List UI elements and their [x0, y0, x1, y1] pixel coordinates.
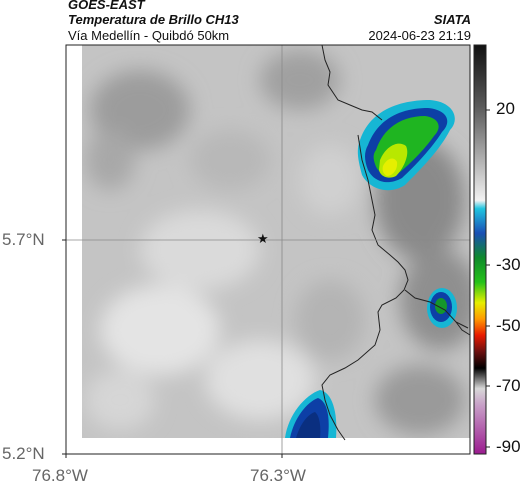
colorbar	[473, 44, 490, 455]
colorbar-tick-minus50: -50	[496, 316, 521, 335]
datetime-label: 2024-06-23 21:19	[368, 28, 471, 43]
border-lines	[321, 44, 471, 441]
lat-label-5-7: 5.7°N	[2, 230, 45, 249]
colorbar-tick-20: 20	[496, 99, 515, 118]
lon-label-76-8: 76.8°W	[32, 466, 88, 485]
product-title: Temperatura de Brillo CH13	[68, 12, 239, 27]
brightness-field	[82, 45, 470, 438]
colorbar-tick-minus70: -70	[496, 376, 521, 395]
colorbar-tick-minus90: -90	[496, 437, 521, 456]
station-marker: ★	[257, 231, 269, 246]
org-label: SIATA	[433, 12, 471, 27]
route-label: Vía Medellín - Quibdó 50km	[68, 28, 230, 43]
satellite-name: GOES-EAST	[68, 0, 145, 12]
map-frame	[65, 44, 471, 455]
axis-ticks	[62, 239, 283, 458]
colorbar-tick-minus30: -30	[496, 255, 521, 274]
lat-label-5-2: 5.2°N	[2, 444, 45, 463]
grid-lines	[66, 45, 470, 454]
convective-cell-south	[285, 390, 337, 438]
lon-label-76-3: 76.3°W	[250, 466, 306, 485]
convective-cell-north	[357, 100, 455, 191]
